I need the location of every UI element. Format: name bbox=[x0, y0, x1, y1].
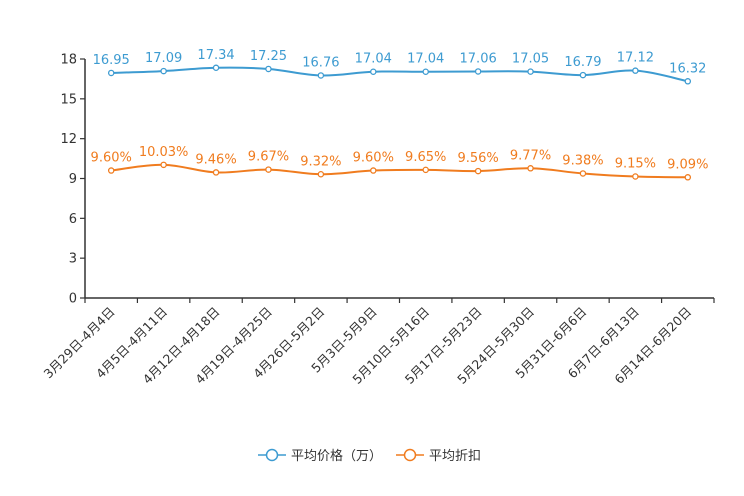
price-point bbox=[317, 72, 325, 79]
discount-data-label: 9.65% bbox=[405, 150, 446, 165]
legend: 平均价格（万） 平均折扣 bbox=[258, 448, 481, 464]
discount-point bbox=[632, 173, 639, 180]
price-data-label: 17.06 bbox=[460, 51, 497, 66]
price-point bbox=[527, 68, 534, 75]
price-data-label: 17.34 bbox=[197, 48, 234, 63]
price-data-label: 17.25 bbox=[250, 49, 287, 64]
price-point bbox=[265, 65, 272, 73]
discount-point bbox=[265, 166, 272, 173]
series-layer: 16.95 17.09 17.34 17.25 16.76 17.04 17.04 17.06… bbox=[91, 48, 708, 181]
price-point bbox=[107, 69, 115, 77]
discount-point bbox=[107, 167, 115, 174]
price-data-label: 16.76 bbox=[302, 55, 339, 70]
discount-data-label: 9.60% bbox=[91, 151, 132, 166]
discount-data-label: 9.15% bbox=[615, 157, 656, 172]
discount-data-label: 10.03% bbox=[139, 145, 189, 160]
discount-point bbox=[422, 166, 429, 174]
discount-data-label: 9.60% bbox=[353, 151, 394, 166]
price-point bbox=[422, 68, 429, 75]
price-point bbox=[632, 67, 639, 74]
price-point bbox=[684, 78, 692, 85]
discount-data-label: 9.67% bbox=[248, 150, 289, 165]
legend-discount-marker bbox=[403, 448, 417, 462]
discount-data-label: 9.32% bbox=[300, 154, 341, 169]
series-discount: 9.60% 10.03% 9.46% 9.67% 9.32% 9.60% 9.65% 9.56… bbox=[91, 145, 708, 181]
price-data-label: 17.04 bbox=[355, 52, 392, 67]
price-data-label: 16.95 bbox=[93, 53, 130, 68]
legend-price-marker bbox=[265, 448, 279, 462]
discount-data-label: 9.56% bbox=[457, 151, 498, 166]
series-price: 16.95 17.09 17.34 17.25 16.76 17.04 17.04 17.06… bbox=[93, 48, 706, 85]
y-tick-label: 6 bbox=[69, 212, 77, 227]
price-data-label: 17.05 bbox=[512, 52, 549, 67]
price-data-label: 16.79 bbox=[564, 55, 601, 70]
price-point bbox=[579, 71, 587, 79]
discount-point bbox=[474, 167, 482, 175]
discount-point bbox=[579, 170, 587, 177]
y-tick-label: 12 bbox=[60, 132, 77, 147]
discount-point bbox=[212, 169, 220, 176]
discount-point bbox=[160, 161, 167, 169]
discount-data-label: 9.38% bbox=[562, 153, 603, 168]
y-tick-label: 9 bbox=[69, 172, 77, 187]
y-tick-label: 18 bbox=[60, 53, 77, 68]
price-point bbox=[474, 68, 482, 75]
price-data-label: 17.12 bbox=[617, 51, 654, 66]
price-point bbox=[160, 67, 167, 75]
legend-item-price[interactable]: 平均价格（万） bbox=[258, 448, 382, 464]
price-data-label: 17.09 bbox=[145, 51, 182, 66]
legend-item-discount[interactable]: 平均折扣 bbox=[396, 448, 481, 464]
legend-price-label: 平均价格（万） bbox=[291, 448, 382, 464]
price-line bbox=[111, 66, 688, 83]
discount-data-label: 9.77% bbox=[510, 148, 551, 163]
legend-discount-label: 平均折扣 bbox=[429, 449, 481, 464]
discount-point bbox=[370, 167, 377, 174]
price-point bbox=[370, 68, 377, 75]
discount-data-label: 9.09% bbox=[667, 157, 708, 172]
y-tick-label: 0 bbox=[69, 292, 77, 307]
y-tick-label: 3 bbox=[69, 252, 77, 267]
price-point bbox=[212, 64, 220, 72]
discount-point bbox=[684, 174, 692, 181]
discount-point bbox=[317, 171, 325, 178]
discount-line bbox=[111, 163, 688, 179]
discount-data-label: 9.46% bbox=[195, 152, 236, 167]
price-data-label: 16.32 bbox=[669, 61, 706, 76]
axes: 03691215183月29日-4月4日4月5日-4月11日4月12日-4月18… bbox=[40, 53, 715, 387]
discount-point bbox=[527, 165, 534, 172]
y-tick-label: 15 bbox=[60, 92, 77, 107]
price-data-label: 17.04 bbox=[407, 52, 444, 67]
